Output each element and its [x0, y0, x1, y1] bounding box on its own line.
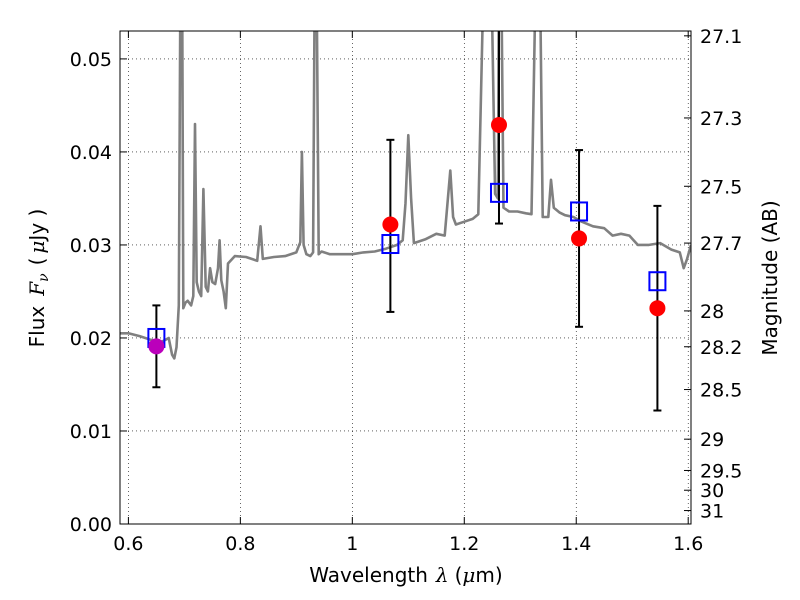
x-tick-label: 1.6	[673, 533, 703, 555]
model-band-square	[489, 182, 508, 203]
y-tick-label: 0.00	[70, 514, 112, 536]
mag-tick-label: 28	[700, 301, 724, 323]
model-spectrum-line	[120, 31, 691, 360]
x-axis-label: Wavelength λ (μm)	[309, 563, 502, 587]
y-tick-label: 0.05	[70, 49, 112, 71]
model-band-square	[570, 201, 589, 222]
mag-tick-label: 28.5	[700, 380, 742, 402]
mag-tick-label: 27.1	[700, 26, 742, 48]
mag-tick-label: 27.7	[700, 233, 742, 255]
model-band-square	[381, 234, 400, 255]
observed-point	[382, 216, 399, 233]
plot-frame	[119, 30, 692, 525]
observed-point	[148, 338, 165, 355]
mag-tick-label: 31	[700, 501, 724, 523]
x-tick-label: 0.8	[225, 533, 255, 555]
mag-tick-label: 27.5	[700, 176, 742, 198]
model-spectrum-layer	[120, 31, 691, 360]
mag-tick-label: 30	[700, 480, 724, 502]
observed-point	[571, 230, 588, 247]
x-tick-label: 1.4	[561, 533, 591, 555]
y2-axis-label: Magnitude (AB)	[758, 200, 782, 355]
observed-point	[649, 300, 666, 317]
y-axis-label: FluxFν(μJy )	[25, 209, 52, 348]
model-band-square	[648, 271, 667, 292]
x-tick-label: 0.6	[113, 533, 143, 555]
y-tick-label: 0.03	[70, 235, 112, 257]
y-tick-label: 0.02	[70, 328, 112, 350]
mag-tick-label: 28.2	[700, 337, 742, 359]
mag-tick-label: 27.3	[700, 108, 742, 130]
x-tick-label: 1.2	[449, 533, 479, 555]
y-tick-label: 0.04	[70, 142, 112, 164]
data-points-layer	[147, 31, 667, 412]
mag-tick-label: 29.5	[700, 460, 742, 482]
mag-tick-label: 29	[700, 429, 724, 451]
axis-ticks: 0.6 0.8 1 1.2 1.4 1.6 0.00 0.01 0.02 0.03 0.04 0.05…	[70, 26, 743, 555]
x-tick-label: 1	[346, 533, 358, 555]
y-tick-label: 0.01	[70, 421, 112, 443]
observed-point	[490, 116, 507, 133]
